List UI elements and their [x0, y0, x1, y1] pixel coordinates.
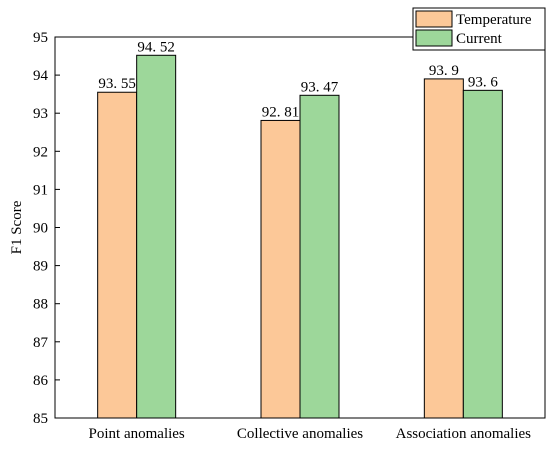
bar-current-2 — [462, 89, 503, 419]
bar-temperature-2 — [423, 78, 464, 419]
y-tick-label: 89 — [33, 259, 48, 275]
data-label: 93. 55 — [98, 76, 136, 92]
y-axis-title: F1 Score — [9, 200, 25, 254]
bar-current-0 — [136, 54, 177, 419]
data-label: 92. 81 — [262, 104, 300, 120]
data-label: 93. 47 — [301, 79, 339, 95]
y-tick-label: 90 — [33, 221, 48, 237]
bar-temperature-0 — [97, 91, 138, 419]
y-tick-label: 91 — [33, 182, 48, 198]
legend-label: Temperature — [456, 12, 532, 28]
y-tick-label: 94 — [33, 68, 49, 84]
plot-area: 85 86 87 88 89 90 91 92 93 94 95 Point anomalies 93.… — [33, 30, 546, 442]
y-tick-label: 92 — [33, 144, 48, 160]
y-tick-label: 86 — [33, 373, 49, 389]
y-tick-label: 85 — [33, 411, 48, 427]
legend: Temperature Current — [412, 7, 546, 51]
bar-temperature-1 — [260, 119, 301, 419]
legend-swatch-temperature — [415, 10, 453, 28]
data-label: 94. 52 — [137, 39, 175, 55]
y-tick-label: 93 — [33, 106, 48, 122]
x-category-label: Point anomalies — [89, 426, 185, 442]
y-tick-label: 95 — [33, 30, 48, 46]
x-category-label: Association anomalies — [396, 426, 532, 442]
y-tick-label: 88 — [33, 297, 48, 313]
y-tick-label: 87 — [33, 335, 49, 351]
legend-label: Current — [456, 31, 503, 47]
data-label: 93. 9 — [429, 63, 459, 79]
x-category-label: Collective anomalies — [237, 426, 363, 442]
legend-swatch-current — [415, 29, 453, 47]
data-label: 93. 6 — [468, 74, 499, 90]
bar-current-1 — [299, 94, 340, 419]
